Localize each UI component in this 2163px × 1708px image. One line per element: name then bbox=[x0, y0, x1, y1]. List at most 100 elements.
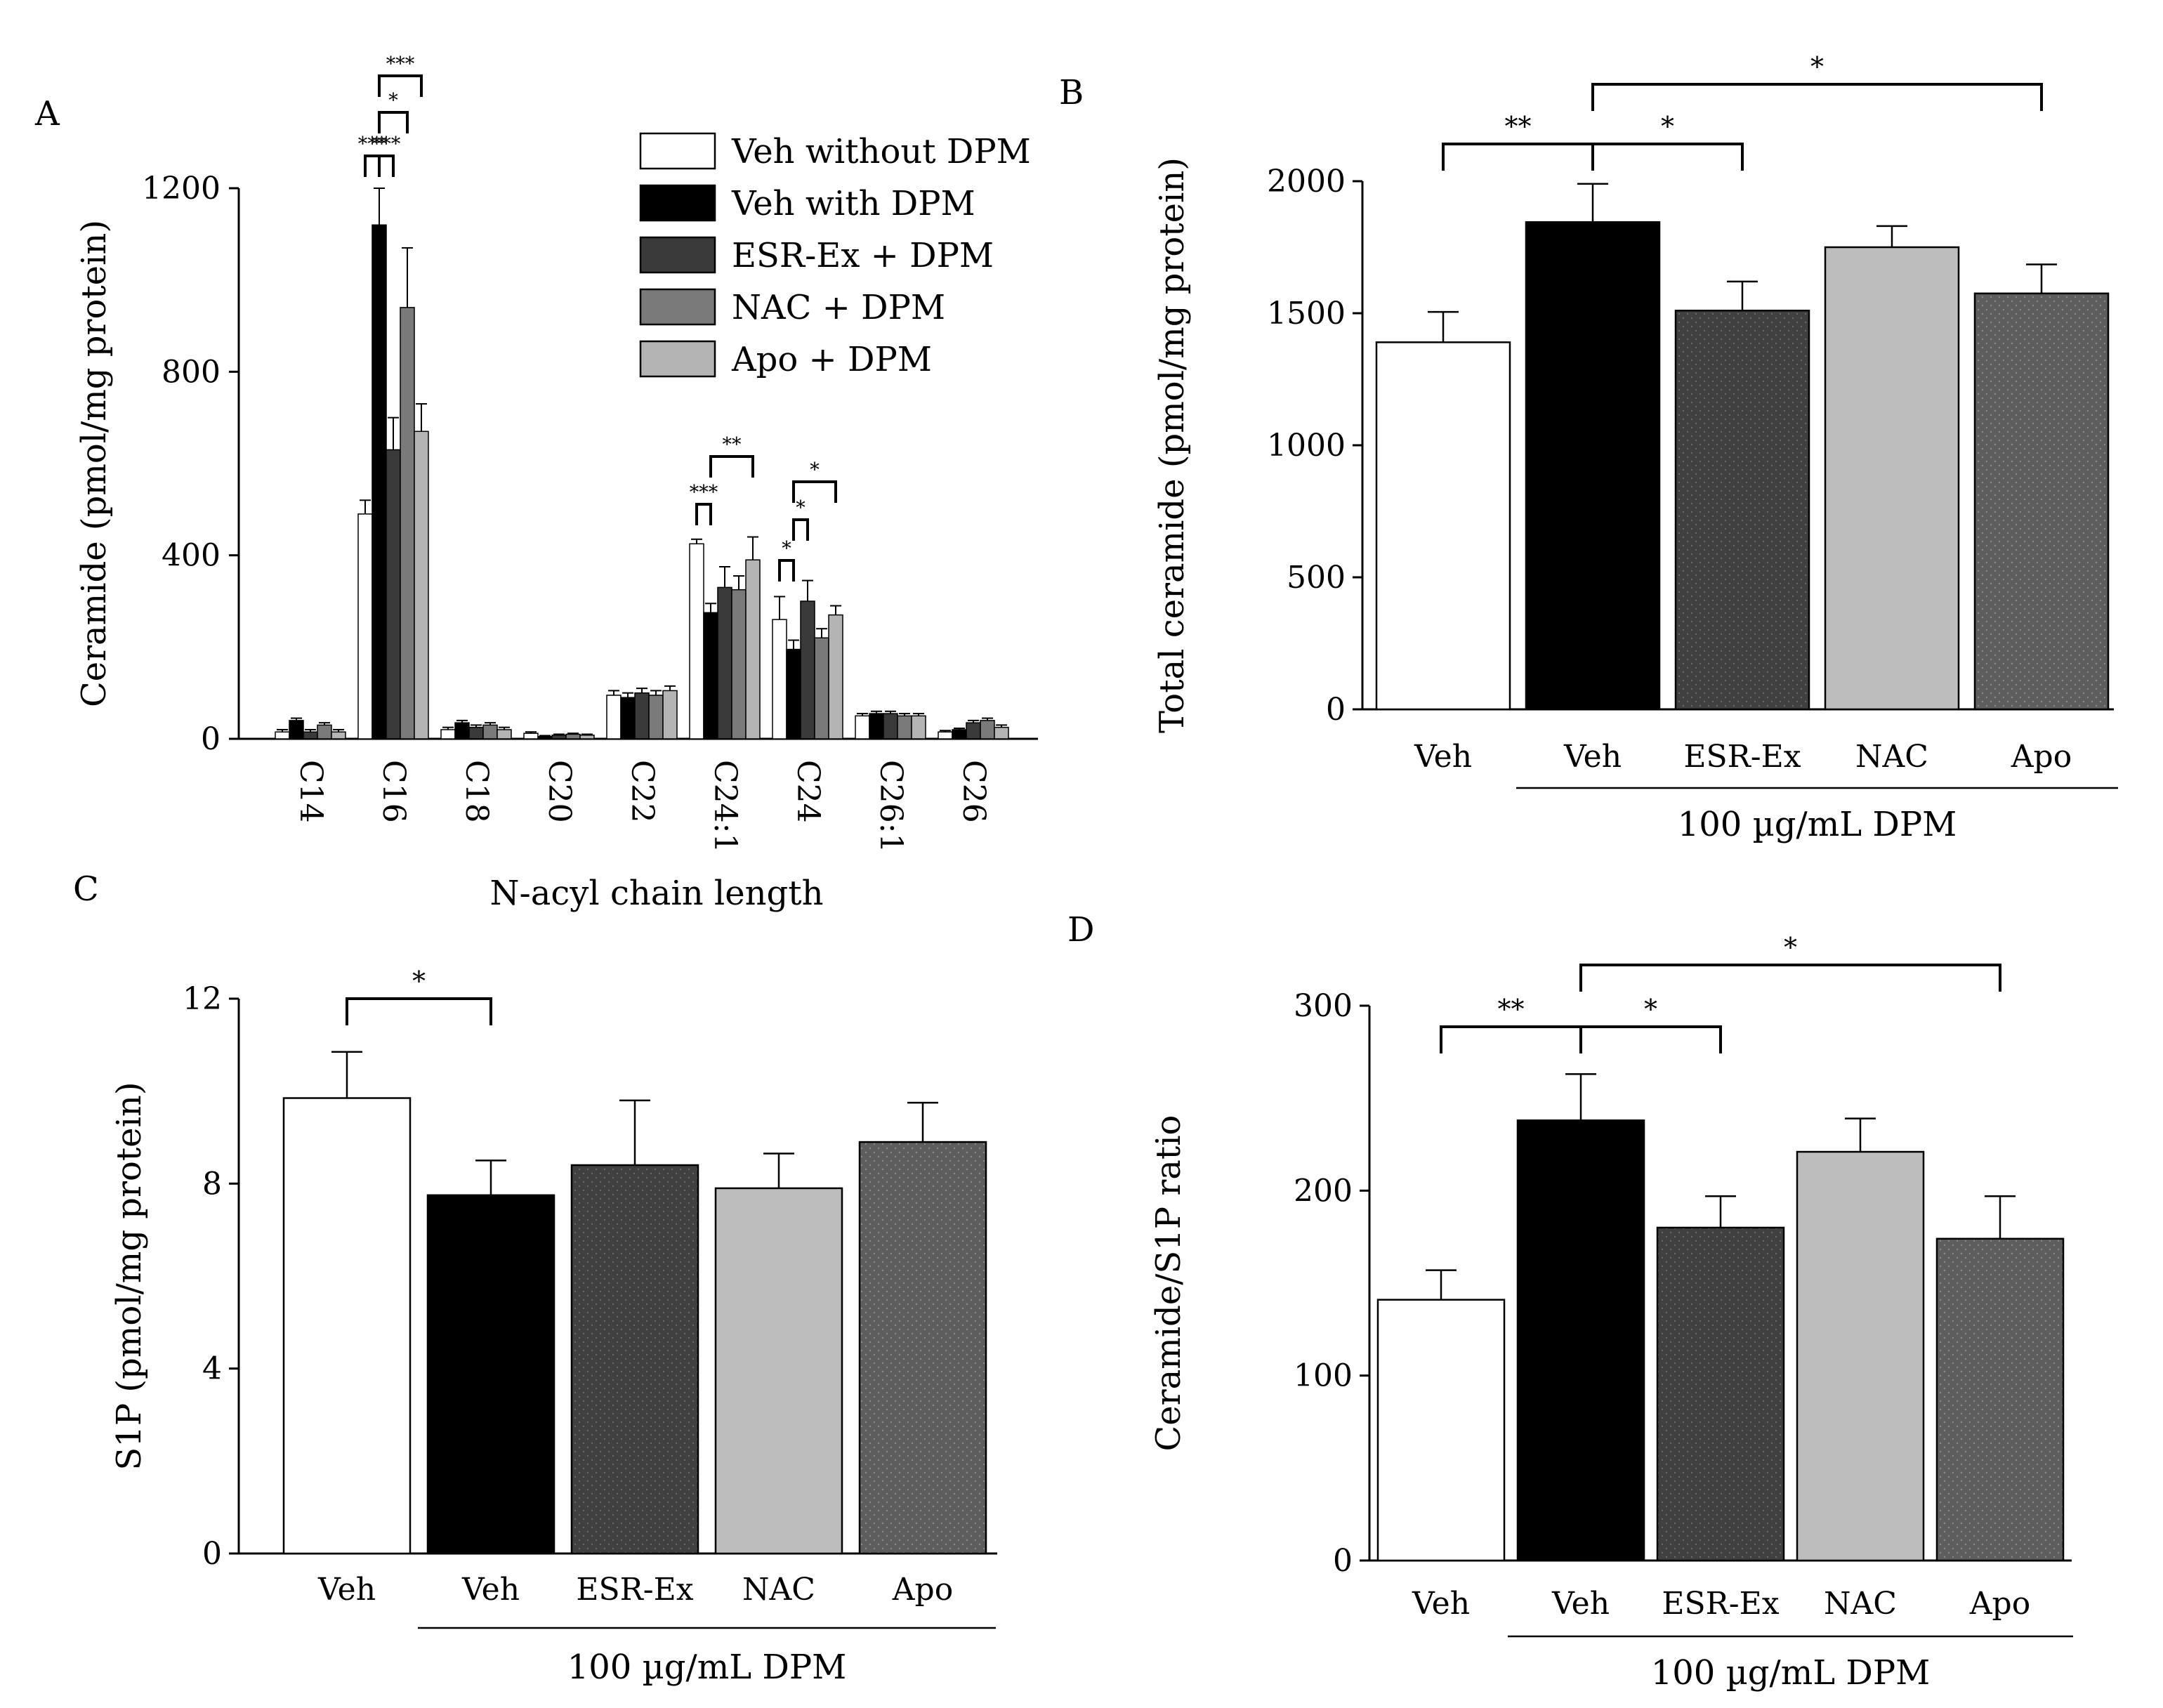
a-sig-bracket bbox=[792, 480, 837, 503]
a-bar bbox=[372, 224, 387, 740]
a-y-tick-label: 1200 bbox=[142, 171, 221, 206]
d-sig-bracket bbox=[1579, 1025, 1722, 1053]
b-sig-label: * bbox=[1661, 111, 1674, 142]
c-bar bbox=[714, 1187, 843, 1555]
a-bar bbox=[800, 600, 815, 740]
b-bar bbox=[1525, 221, 1661, 711]
a-legend-label: ESR-Ex + DPM bbox=[732, 236, 994, 275]
a-bar bbox=[551, 735, 567, 740]
a-sig-bracket bbox=[695, 503, 712, 525]
a-bar bbox=[634, 692, 650, 740]
a-y-tick-label: 0 bbox=[201, 721, 221, 757]
a-sig-bracket bbox=[378, 111, 409, 133]
d-group-label: 100 µg/mL DPM bbox=[1651, 1653, 1931, 1693]
b-y-axis-title: Total ceramide (pmol/mg protein) bbox=[1152, 157, 1192, 733]
b-category-label: Apo bbox=[2011, 739, 2072, 775]
a-bar bbox=[537, 735, 553, 740]
a-bar bbox=[303, 731, 318, 740]
a-bar bbox=[855, 715, 870, 740]
a-category-label: C26 bbox=[956, 760, 992, 823]
d-bar bbox=[1935, 1237, 2065, 1562]
d-bar bbox=[1656, 1226, 1785, 1562]
a-sig-bracket bbox=[364, 155, 381, 177]
a-bar bbox=[606, 695, 622, 740]
a-bar bbox=[523, 733, 539, 740]
c-y-tick-label: 0 bbox=[202, 1536, 222, 1572]
c-y-tick-label: 4 bbox=[202, 1351, 222, 1387]
a-sig-bracket bbox=[378, 155, 395, 177]
d-bar bbox=[1796, 1150, 1925, 1562]
panel-c: 0 4 8 12 S1P (pmol/mg protein) Veh Veh ESR-Ex N… bbox=[110, 966, 997, 1687]
b-sig-label: * bbox=[1810, 51, 1824, 82]
a-legend-swatch bbox=[639, 132, 716, 170]
a-bar bbox=[400, 307, 415, 740]
c-y-tick-label: 12 bbox=[183, 981, 222, 1017]
d-y-tick-label: 100 bbox=[1294, 1358, 1353, 1394]
a-bar bbox=[454, 722, 470, 740]
d-category-label: Veh bbox=[1551, 1586, 1610, 1622]
b-sig-bracket bbox=[1591, 83, 2043, 111]
b-y-tick-label: 0 bbox=[1326, 692, 1346, 728]
c-bar bbox=[858, 1141, 987, 1555]
a-bar bbox=[579, 735, 595, 740]
a-category-label: C20 bbox=[541, 760, 577, 823]
a-bar bbox=[648, 695, 664, 740]
c-category-label: ESR-Ex bbox=[576, 1572, 693, 1608]
a-legend-label: NAC + DPM bbox=[732, 288, 945, 327]
a-bar bbox=[497, 729, 512, 740]
b-y-tick-label: 1500 bbox=[1267, 296, 1346, 331]
d-category-label: Veh bbox=[1412, 1586, 1470, 1622]
panel-a-bars: C14 C16 C18 C20 C22 C24:1 C24 C26:1 C26 bbox=[275, 188, 1009, 853]
b-sig-label: ** bbox=[1505, 111, 1532, 142]
a-sig-label: * bbox=[796, 497, 806, 519]
c-sig-bracket bbox=[346, 997, 492, 1025]
panel-letter-d: D bbox=[1067, 910, 1094, 950]
c-bar bbox=[282, 1097, 412, 1555]
b-sig-bracket bbox=[1442, 143, 1594, 171]
d-y-tick-label: 200 bbox=[1294, 1173, 1353, 1209]
d-bar bbox=[1376, 1299, 1506, 1562]
a-bar bbox=[565, 733, 581, 740]
a-bar bbox=[275, 731, 290, 740]
a-category-label: C14 bbox=[293, 760, 329, 823]
a-sig-label: *** bbox=[386, 53, 415, 75]
d-sig-bracket bbox=[1579, 964, 2001, 992]
c-category-label: NAC bbox=[742, 1572, 815, 1608]
a-sig-label: *** bbox=[690, 482, 718, 504]
a-bar bbox=[482, 724, 498, 740]
a-bar bbox=[357, 513, 373, 740]
b-category-label: NAC bbox=[1855, 739, 1928, 775]
a-bar bbox=[440, 729, 456, 740]
a-category-label: C16 bbox=[376, 760, 412, 823]
a-bar bbox=[980, 720, 995, 740]
a-sig-bracket bbox=[709, 455, 754, 478]
a-bar bbox=[689, 543, 704, 740]
a-bar bbox=[703, 612, 718, 740]
panel-letter-c: C bbox=[73, 869, 99, 909]
a-category-label: C22 bbox=[624, 760, 660, 823]
a-sig-label: * bbox=[810, 459, 820, 481]
a-legend-swatch bbox=[639, 340, 716, 378]
a-sig-label: * bbox=[388, 90, 398, 112]
d-category-label: Apo bbox=[1969, 1586, 2030, 1622]
a-sig-label: * bbox=[782, 538, 791, 560]
a-bar bbox=[386, 449, 401, 740]
b-bar bbox=[1375, 341, 1511, 711]
b-bar bbox=[1674, 309, 1810, 711]
a-category-label: C26:1 bbox=[873, 760, 909, 853]
panel-a-legend: Veh without DPM Veh with DPM ESR-Ex + DPM N… bbox=[639, 132, 1031, 379]
d-sig-label: ** bbox=[1498, 994, 1525, 1025]
panel-b-significance: ** ** bbox=[1442, 51, 2043, 171]
panel-letter-b: B bbox=[1059, 73, 1084, 112]
a-legend-label: Veh with DPM bbox=[731, 184, 975, 223]
b-sig-bracket bbox=[1591, 143, 1744, 171]
a-bar bbox=[331, 731, 346, 740]
a-bar bbox=[994, 726, 1009, 740]
panel-d-significance: ** ** bbox=[1440, 932, 2001, 1053]
a-bar bbox=[814, 637, 829, 740]
a-bar bbox=[414, 431, 429, 740]
panel-b-bars: Veh Veh ESR-Ex NAC Apo 100 µg/mL DPM bbox=[1375, 183, 2118, 844]
a-bar bbox=[620, 697, 636, 740]
b-group-label: 100 µg/mL DPM bbox=[1678, 805, 1957, 844]
b-category-label: Veh bbox=[1563, 739, 1622, 775]
